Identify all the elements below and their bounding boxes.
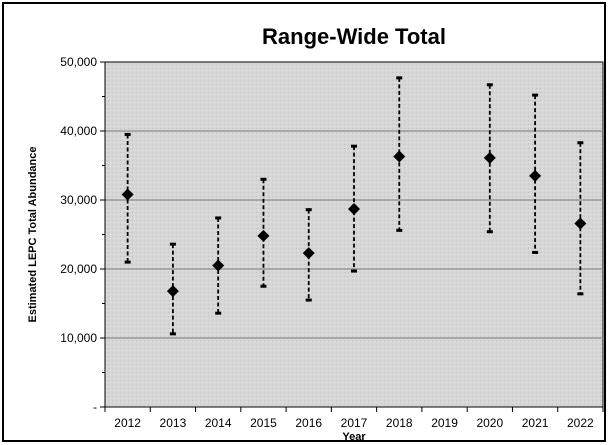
x-tick-label: 2019 xyxy=(431,416,458,430)
y-tick-label: 10,000 xyxy=(60,331,97,345)
y-tick-label: 40,000 xyxy=(60,124,97,138)
x-tick-label: 2020 xyxy=(476,416,503,430)
data-point-marker xyxy=(212,259,225,272)
x-tick-label: 2022 xyxy=(567,416,594,430)
data-point-group xyxy=(393,76,406,232)
y-axis-title: Estimated LEPC Total Abundance xyxy=(27,146,39,322)
y-tick-label: 20,000 xyxy=(60,262,97,276)
data-point-marker xyxy=(302,247,315,260)
x-axis-title: Year xyxy=(342,431,366,443)
x-axis: 2012 2013 2014 2015 2016 2017 2018 2019 2020 2021… xyxy=(104,406,604,430)
chart-title: Range-Wide Total xyxy=(262,24,446,49)
data-point-group xyxy=(348,144,360,273)
y-tick-label: 50,000 xyxy=(60,55,97,69)
x-tick-label: 2018 xyxy=(386,416,413,430)
data-point-marker xyxy=(574,217,587,230)
data-point-group xyxy=(529,93,542,254)
x-tick-label: 2021 xyxy=(522,416,549,430)
data-point-marker xyxy=(483,151,496,164)
data-point-marker xyxy=(393,150,406,163)
y-tick-label: 30,000 xyxy=(60,193,97,207)
series xyxy=(121,76,587,336)
x-tick-label: 2014 xyxy=(205,416,232,430)
data-point-marker xyxy=(529,169,542,182)
data-point-group xyxy=(302,208,315,302)
x-tick-label: 2013 xyxy=(160,416,187,430)
data-point-group xyxy=(121,132,134,264)
data-point-group xyxy=(483,83,496,234)
y-axis: - 10,000 20,000 30,000 40,000 50,000 xyxy=(60,55,106,414)
data-point-group xyxy=(166,242,179,336)
x-tick-label: 2012 xyxy=(114,416,141,430)
data-point-group xyxy=(212,216,225,315)
data-point-marker xyxy=(348,202,360,215)
data-point-group xyxy=(257,177,270,288)
data-point-group xyxy=(574,141,587,296)
data-point-marker xyxy=(257,229,270,242)
data-point-marker xyxy=(121,188,134,201)
x-tick-label: 2016 xyxy=(295,416,322,430)
x-tick-label: 2017 xyxy=(341,416,368,430)
x-tick-label: 2015 xyxy=(250,416,277,430)
data-point-marker xyxy=(166,285,179,298)
y-tick-label: - xyxy=(93,400,97,414)
